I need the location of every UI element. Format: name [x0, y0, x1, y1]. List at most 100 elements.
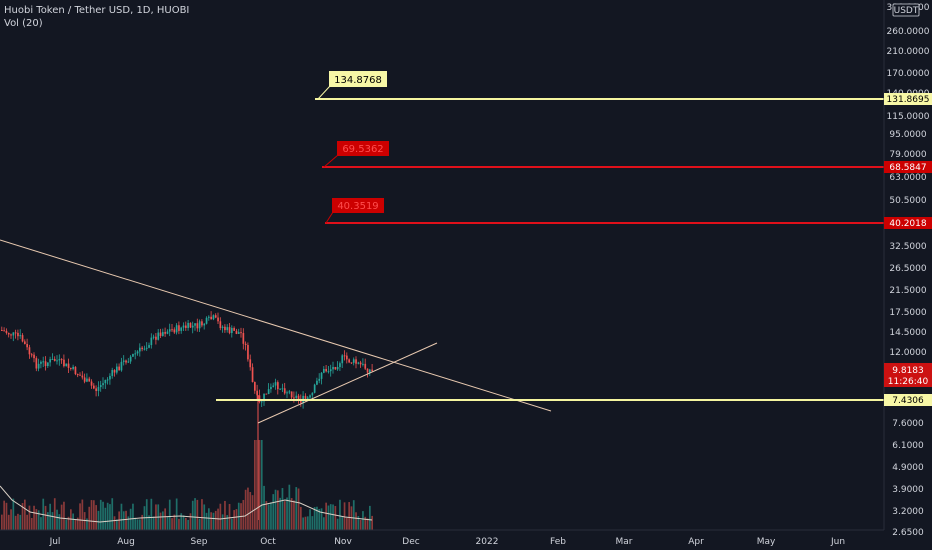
- volume-bar: [210, 512, 212, 530]
- volume-bar: [208, 508, 210, 530]
- volume-bar: [260, 440, 263, 530]
- volume-bar: [290, 498, 293, 530]
- volume-bar: [194, 498, 196, 530]
- volume-bar: [97, 510, 100, 530]
- price-tick-label: 170.0000: [887, 69, 930, 79]
- candle-body: [258, 395, 261, 402]
- volume-bar: [106, 502, 109, 530]
- candle-body: [332, 366, 334, 370]
- volume-bar: [148, 515, 150, 530]
- volume-bar: [47, 512, 49, 530]
- candle-body: [228, 327, 231, 333]
- volume-bar: [286, 497, 288, 530]
- candle-body: [355, 359, 357, 364]
- candle-body: [175, 325, 178, 333]
- price-tick-label: 3.2000: [892, 507, 924, 517]
- volume-bar: [191, 500, 194, 530]
- candle-body: [63, 359, 65, 367]
- time-axis[interactable]: [0, 529, 884, 550]
- time-tick-label: Aug: [117, 537, 135, 547]
- volume-bar: [162, 511, 164, 530]
- volume-bar: [228, 503, 231, 530]
- callout-label-40[interactable]: 40.3519: [325, 198, 384, 224]
- candle-body: [3, 330, 5, 332]
- candle-body: [173, 329, 176, 333]
- volume-bar: [185, 517, 187, 530]
- price-tick-label: 50.5000: [889, 196, 926, 206]
- candle-body: [97, 387, 100, 391]
- volume-bar: [256, 440, 258, 530]
- candle-body: [366, 368, 369, 373]
- callout-label-134[interactable]: 134.8768: [317, 71, 387, 100]
- volume-bar: [316, 506, 318, 530]
- volume-bar: [180, 513, 183, 530]
- volume-bar: [49, 503, 51, 530]
- candle-body: [113, 370, 116, 373]
- volume-bar: [226, 515, 229, 530]
- candle-body: [286, 392, 288, 394]
- candle-body: [277, 382, 279, 390]
- candle-body: [316, 380, 318, 385]
- volume-bar: [214, 510, 217, 530]
- volume-bar: [109, 504, 111, 530]
- volume-bar: [369, 505, 371, 530]
- volume-bar: [277, 490, 279, 530]
- time-tick-label: Jul: [49, 537, 61, 547]
- candle-body: [237, 332, 240, 334]
- candle-body: [44, 361, 47, 366]
- candle-body: [191, 325, 194, 328]
- axis-tag-text-131: 131.8695: [887, 95, 930, 105]
- candle-body: [341, 355, 344, 364]
- axis-tag-text-68: 68.5847: [889, 163, 926, 173]
- symbol-title[interactable]: Huobi Token / Tether USD, 1D, HUOBI: [4, 5, 190, 16]
- candle-body: [208, 316, 210, 318]
- candle-body: [212, 315, 215, 320]
- volume-bar: [175, 498, 178, 530]
- volume-indicator-label[interactable]: Vol (20): [4, 18, 43, 29]
- volume-bar: [364, 516, 367, 530]
- volume-bar: [164, 508, 166, 530]
- candle-body: [272, 385, 275, 387]
- currency-badge[interactable]: USDT: [892, 3, 920, 17]
- candle-body: [164, 332, 166, 334]
- candle-body: [95, 388, 97, 391]
- candle-body: [320, 372, 323, 379]
- price-tick-label: 115.0000: [887, 112, 930, 122]
- candle-body: [281, 388, 284, 390]
- candle-body: [235, 330, 238, 334]
- price-tick-label: 2.6500: [892, 528, 924, 538]
- price-tick-label: 95.0000: [889, 130, 926, 140]
- candle-body: [180, 327, 183, 331]
- candle-body: [274, 382, 277, 386]
- candle-body: [185, 325, 187, 328]
- volume-bar: [196, 499, 199, 530]
- price-tick-label: 6.1000: [892, 441, 924, 451]
- candle-body: [339, 363, 341, 368]
- volume-bar: [265, 500, 268, 530]
- candle-body: [226, 327, 229, 331]
- volume-bar: [150, 498, 153, 530]
- candle-body: [47, 362, 49, 366]
- chart-legend: Huobi Token / Tether USD, 1D, HUOBI Vol …: [4, 4, 189, 30]
- candle-body: [318, 378, 321, 381]
- volume-bar: [173, 514, 176, 530]
- price-axis[interactable]: [883, 0, 932, 550]
- volume-bar: [5, 502, 8, 530]
- candle-body: [359, 362, 362, 365]
- descending-trendline[interactable]: [0, 239, 552, 412]
- candle-body: [152, 336, 155, 338]
- callout-label-69[interactable]: 69.5362: [323, 141, 389, 168]
- volume-bar: [72, 513, 74, 530]
- volume-bar: [293, 500, 295, 530]
- volume-bar: [166, 516, 169, 530]
- ascending-trendline[interactable]: [257, 342, 438, 424]
- candle-body: [352, 359, 355, 363]
- volume-bar: [125, 510, 127, 530]
- candle-body: [171, 329, 173, 331]
- price-tick-label: 260.0000: [887, 27, 930, 37]
- candle-body: [21, 335, 24, 342]
- volume-bar: [111, 498, 114, 530]
- candle-body: [198, 321, 201, 329]
- candle-body: [334, 366, 337, 370]
